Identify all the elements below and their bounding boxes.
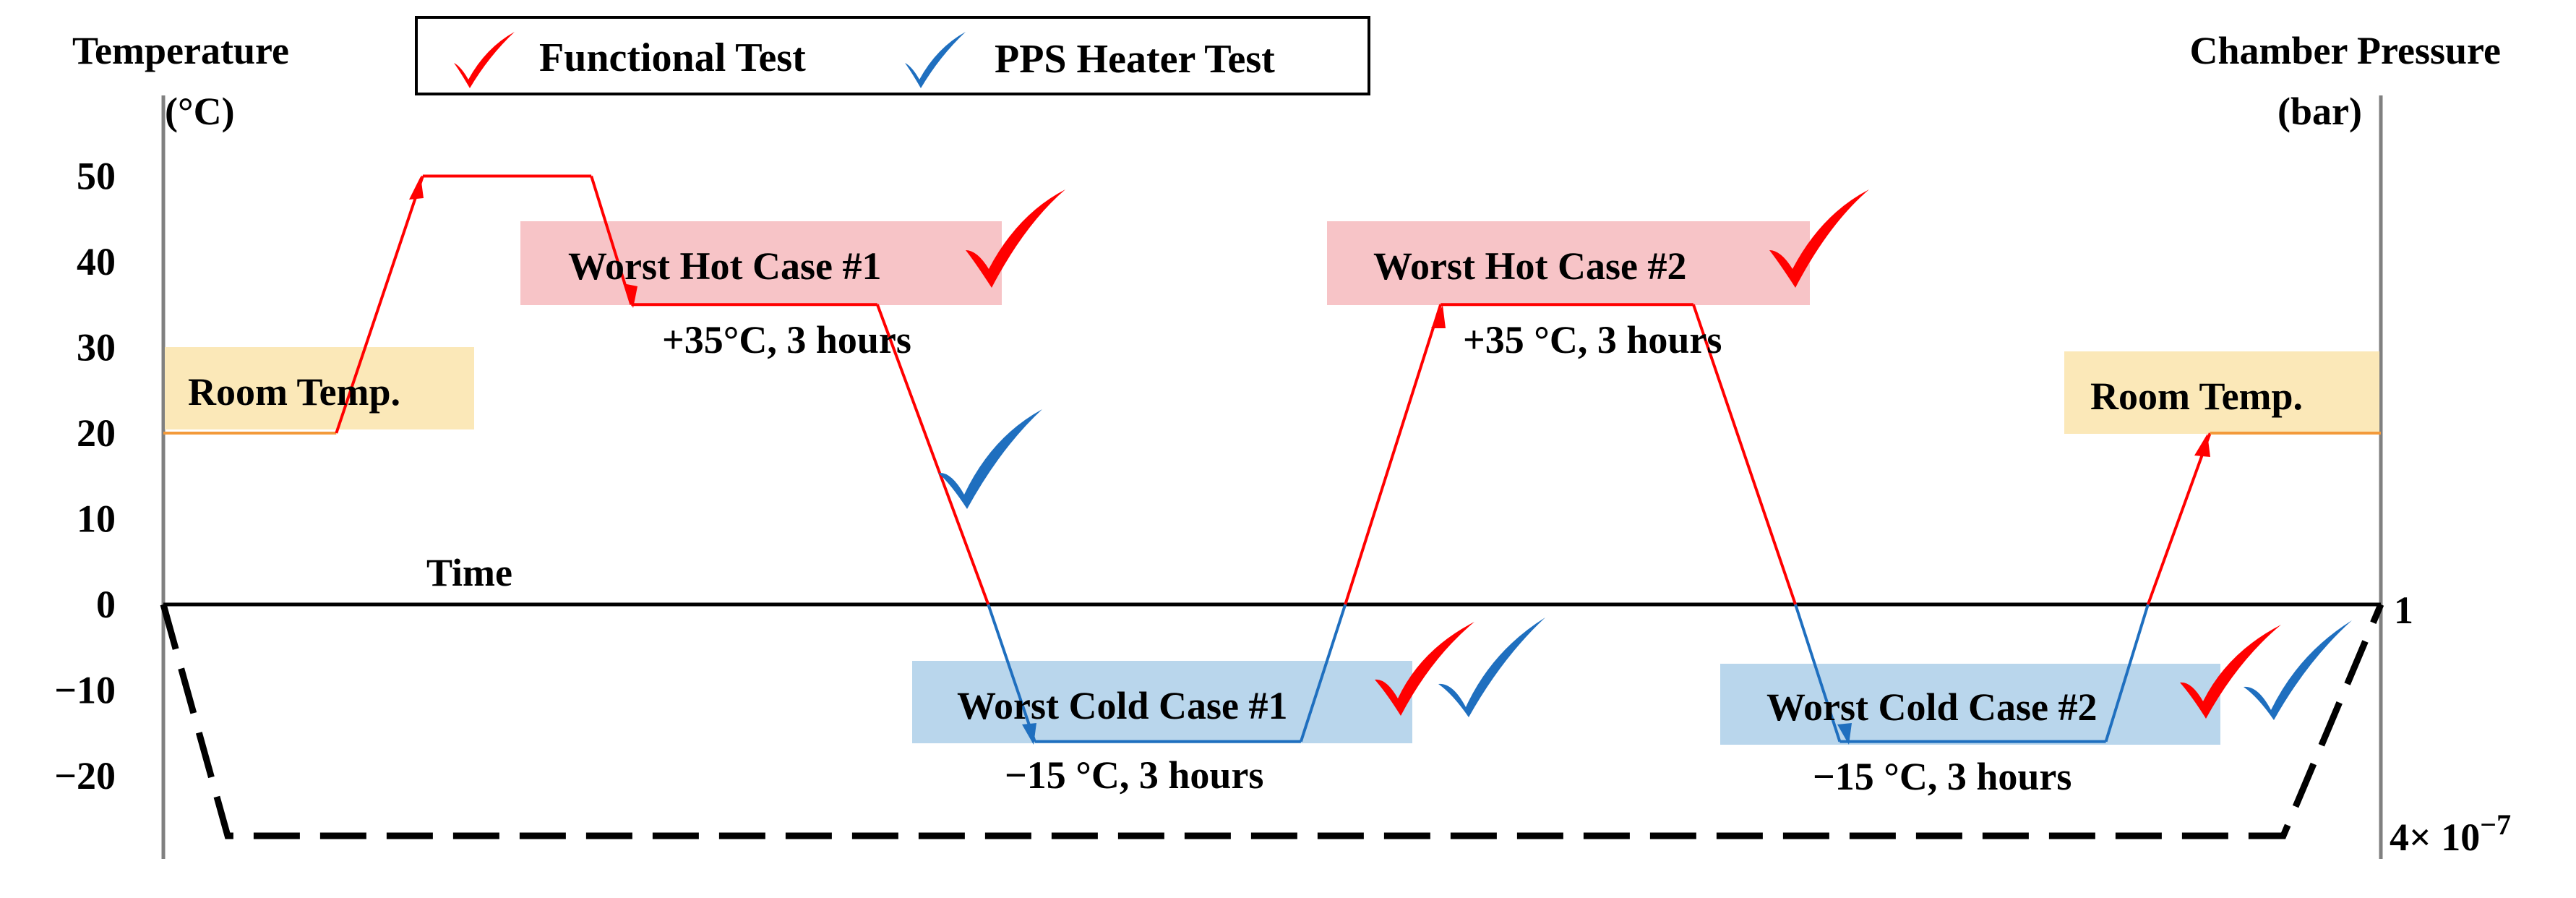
y-tick-label: 20	[77, 411, 116, 455]
arrowhead-icon	[1022, 723, 1036, 745]
pressure-profile-line	[160, 603, 2384, 839]
cold-1-duration-note: −15 °C, 3 hours	[1005, 753, 1263, 797]
blue-checkmark-icon	[2244, 620, 2352, 720]
temperature-segment	[1344, 304, 1443, 605]
y-tick-label: 50	[77, 155, 116, 198]
pressure-low-exponent: −7	[2480, 808, 2511, 841]
temperature-segment	[987, 604, 1036, 743]
temperature-segment	[2104, 604, 2150, 743]
y-tick-label: −20	[54, 754, 116, 797]
arrowhead-icon	[623, 283, 637, 308]
temperature-segment	[1299, 604, 1347, 743]
temperature-segment	[1794, 604, 1842, 743]
blue-checkmark-icon	[905, 32, 966, 88]
red-checkmark-icon	[454, 32, 515, 88]
pressure-low-base: 4× 10	[2390, 816, 2480, 859]
pressure-low-label: 4× 10−7	[2390, 808, 2511, 859]
red-checkmark-icon	[966, 189, 1065, 288]
cold-2-duration-note: −15 °C, 3 hours	[1813, 755, 2071, 798]
worst-hot-1-label: Worst Hot Case #1	[568, 244, 881, 288]
time-axis-label: Time	[426, 551, 512, 594]
worst-cold-2-label: Worst Cold Case #2	[1766, 685, 2098, 729]
legend-functional-label: Functional Test	[539, 35, 806, 80]
arrow-markers	[409, 176, 2210, 745]
y-tick-label: 0	[96, 583, 116, 626]
test-checkmarks	[938, 189, 2352, 720]
right-axis-unit: (bar)	[2277, 90, 2362, 133]
worst-hot-2-label: Worst Hot Case #2	[1373, 244, 1686, 288]
temperature-profile	[163, 174, 2381, 743]
right-axis-title: Chamber Pressure	[2190, 29, 2501, 72]
red-checkmark-icon	[1769, 189, 1869, 288]
hot-1-duration-note: +35°C, 3 hours	[662, 318, 911, 362]
worst-cold-2-box	[1720, 664, 2220, 745]
room-temp-1-label: Room Temp.	[188, 370, 400, 414]
y-tick-label: 30	[77, 326, 116, 369]
arrowhead-icon	[2194, 434, 2210, 457]
y-tick-labels: 50 40 30 20 10 0 −10 −20	[54, 155, 116, 798]
arrowhead-icon	[1431, 305, 1446, 328]
y-tick-label: −10	[54, 669, 116, 712]
legend-box	[415, 16, 1370, 95]
worst-hot-2-box	[1327, 221, 1810, 305]
blue-checkmark-icon	[1438, 617, 1545, 717]
temperature-segment	[2146, 432, 2212, 605]
blue-checkmark-icon	[938, 409, 1042, 509]
arrowhead-icon	[1837, 723, 1852, 745]
y-tick-label: 40	[77, 240, 116, 283]
arrowhead-icon	[409, 176, 424, 200]
legend: Functional Test PPS Heater Test	[415, 16, 1370, 95]
y-tick-label: 10	[77, 497, 116, 541]
red-checkmark-icon	[2180, 625, 2281, 719]
legend-pps-label: PPS Heater Test	[995, 37, 1275, 82]
worst-cold-1-box	[912, 661, 1412, 743]
left-axis-title: Temperature	[72, 29, 289, 72]
red-checkmark-icon	[1375, 622, 1474, 716]
hot-2-duration-note: +35 °C, 3 hours	[1463, 318, 1722, 362]
pressure-high-label: 1	[2394, 589, 2413, 632]
room-temp-2-label: Room Temp.	[2090, 375, 2303, 418]
left-axis-unit: (°C)	[165, 90, 235, 133]
worst-cold-1-label: Worst Cold Case #1	[957, 684, 1288, 727]
room-temp-1-box	[165, 347, 474, 429]
room-temp-2-box	[2064, 351, 2379, 434]
temperature-segment	[1692, 304, 1797, 605]
temperature-segment	[590, 175, 633, 305]
temperature-segment	[335, 175, 424, 434]
temperature-segment	[876, 304, 990, 605]
worst-hot-1-box	[520, 221, 1002, 305]
